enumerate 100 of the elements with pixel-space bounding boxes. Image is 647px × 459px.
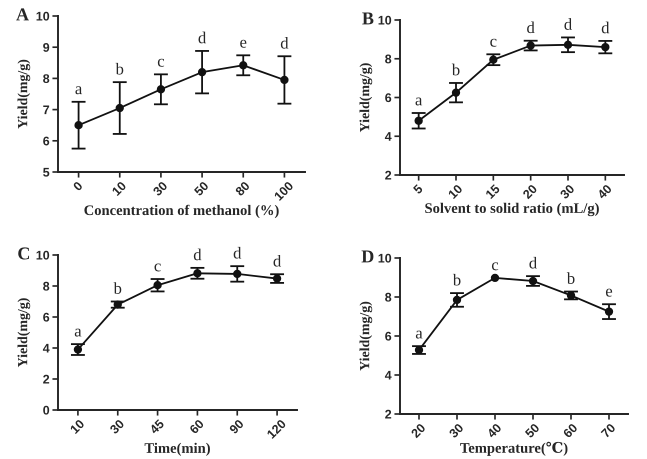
x-axis-title: Temperature(℃) xyxy=(460,442,568,456)
x-tick-label: 40 xyxy=(486,422,502,439)
x-tick-label: 10 xyxy=(112,180,127,196)
y-tick-label: 5 xyxy=(43,168,50,177)
chart-title: A xyxy=(16,8,29,20)
y-tick-label: 6 xyxy=(385,332,392,341)
annotation: c xyxy=(154,263,161,272)
y-tick-label: 9 xyxy=(43,43,50,52)
point xyxy=(604,307,614,316)
x-tick-label: 30 xyxy=(109,418,125,434)
annotation: d xyxy=(564,18,572,30)
annotation: d xyxy=(198,32,206,44)
y-tick-label: 2 xyxy=(385,170,392,180)
y-tick-label: 10 xyxy=(378,254,392,263)
annotation: a xyxy=(416,97,422,106)
x-tick-label: 70 xyxy=(600,422,616,438)
y-tick-label: 10 xyxy=(378,16,392,25)
x-tick-label: 20 xyxy=(410,422,426,438)
point xyxy=(564,40,572,49)
x-tick-label: 100 xyxy=(274,180,294,202)
x-tick-label: 15 xyxy=(485,184,500,200)
point xyxy=(452,296,462,304)
point xyxy=(272,274,282,283)
x-axis-title: Solvent to solid ratio (mL/g) xyxy=(425,202,599,216)
annotation: d xyxy=(274,254,282,267)
annotation: d xyxy=(527,21,535,34)
y-tick-label: 2 xyxy=(385,410,392,419)
x-tick-label: 30 xyxy=(559,184,575,200)
point xyxy=(239,61,248,70)
x-tick-label: 50 xyxy=(194,180,210,196)
x-tick-label: 120 xyxy=(266,418,286,440)
y-tick-label: 4 xyxy=(384,370,392,380)
y-tick-label: 4 xyxy=(384,132,392,141)
point xyxy=(233,270,242,278)
point xyxy=(114,300,122,309)
y-tick-label: 10 xyxy=(36,250,50,260)
annotation: d xyxy=(194,248,202,260)
y-tick-label: 6 xyxy=(43,136,50,146)
y-tick-label: 6 xyxy=(43,312,50,322)
y-tick-label: 0 xyxy=(43,406,50,415)
annotation: d xyxy=(602,22,610,34)
y-tick-label: 8 xyxy=(385,292,392,302)
point xyxy=(74,121,83,130)
annotation: a xyxy=(74,328,82,337)
x-tick-label: 0 xyxy=(72,180,84,192)
y-tick-label: 7 xyxy=(43,106,50,114)
point xyxy=(489,56,498,64)
annotation: b xyxy=(116,62,124,75)
x-tick-label: 30 xyxy=(448,422,464,438)
annotation: e xyxy=(606,288,612,297)
x-axis-title: Time(min) xyxy=(144,442,210,456)
point xyxy=(198,68,206,76)
y-axis-title: Yield(mg/g) xyxy=(18,298,30,368)
annotation: d xyxy=(529,256,537,269)
annotation: e xyxy=(240,40,246,48)
annotation: d xyxy=(280,36,288,49)
point xyxy=(156,85,166,94)
annotation: a xyxy=(75,86,82,94)
annotation: b xyxy=(114,282,122,294)
annotation: b xyxy=(452,274,461,286)
x-tick-label: 5 xyxy=(412,184,424,194)
point xyxy=(526,41,535,50)
x-tick-label: 10 xyxy=(448,184,463,200)
annotation: b xyxy=(452,64,460,76)
x-tick-label: 90 xyxy=(228,418,244,434)
x-tick-label: 50 xyxy=(524,422,540,438)
annotation: b xyxy=(566,272,575,284)
y-axis-title: Yield(mg/g) xyxy=(360,302,372,371)
y-tick-label: 2 xyxy=(43,374,50,384)
annotation: c xyxy=(158,58,164,67)
y-tick-label: 8 xyxy=(43,74,50,84)
chart-title: D xyxy=(362,250,374,262)
chart-title: C xyxy=(18,247,30,260)
point xyxy=(601,42,610,52)
x-tick-label: 45 xyxy=(149,418,165,435)
point xyxy=(528,276,538,286)
point xyxy=(280,76,289,84)
x-tick-label: 60 xyxy=(188,418,204,434)
point xyxy=(490,274,500,282)
annotation: c xyxy=(490,38,497,47)
y-tick-label: 8 xyxy=(43,282,50,291)
point xyxy=(193,269,202,278)
x-tick-label: 30 xyxy=(152,180,168,196)
point xyxy=(452,88,460,97)
y-axis-title: Yield(mg/g) xyxy=(360,63,372,132)
annotation: d xyxy=(234,246,242,259)
x-tick-label: 80 xyxy=(234,180,250,196)
point xyxy=(116,104,124,112)
x-tick-label: 20 xyxy=(522,184,538,200)
y-tick-label: 4 xyxy=(42,344,50,353)
point xyxy=(153,281,162,290)
x-tick-label: 40 xyxy=(596,184,612,200)
annotation: c xyxy=(492,262,498,270)
x-tick-label: 60 xyxy=(562,422,578,438)
x-tick-label: 10 xyxy=(70,418,85,434)
x-axis-title: Concentration of methanol (%) xyxy=(84,204,279,218)
y-tick-label: 10 xyxy=(36,12,50,21)
y-tick-label: 8 xyxy=(385,54,392,64)
y-axis-title: Yield(mg/g) xyxy=(18,60,30,129)
point xyxy=(414,116,423,125)
